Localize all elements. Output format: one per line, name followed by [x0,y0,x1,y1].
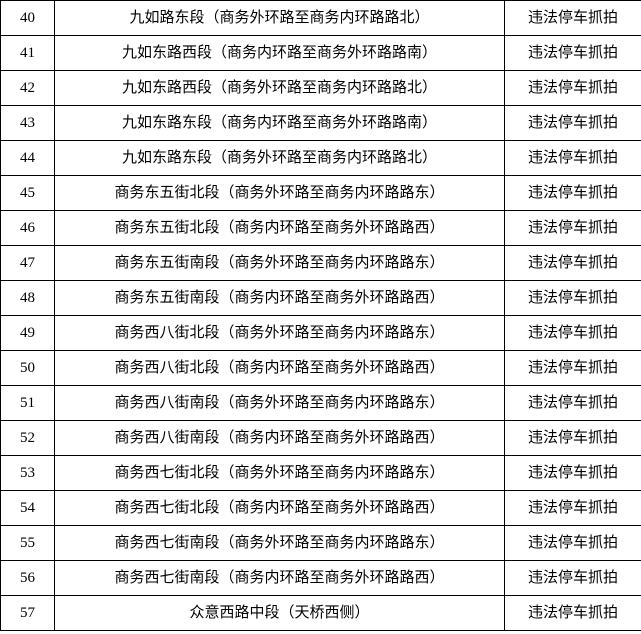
table-row: 41九如东路西段（商务内环路至商务外环路路南）违法停车抓拍 [1,36,641,71]
location-cell: 九如东路西段（商务外环路至商务内环路路北） [55,71,505,106]
row-number-cell: 56 [1,561,55,596]
row-number-cell: 48 [1,281,55,316]
table-row: 52商务西八街南段（商务内环路至商务外环路路西）违法停车抓拍 [1,421,641,456]
location-cell: 九如东路西段（商务内环路至商务外环路路南） [55,36,505,71]
table-row: 47商务东五街南段（商务外环路至商务内环路路东）违法停车抓拍 [1,246,641,281]
row-number-cell: 43 [1,106,55,141]
type-cell: 违法停车抓拍 [505,491,641,526]
location-cell: 商务西七街北段（商务内环路至商务外环路路西） [55,491,505,526]
table-row: 46商务东五街北段（商务内环路至商务外环路路西）违法停车抓拍 [1,211,641,246]
row-number-cell: 42 [1,71,55,106]
table-row: 49商务西八街北段（商务外环路至商务内环路路东）违法停车抓拍 [1,316,641,351]
row-number-cell: 47 [1,246,55,281]
table-row: 43九如东路东段（商务内环路至商务外环路路南）违法停车抓拍 [1,106,641,141]
location-cell: 商务西八街北段（商务内环路至商务外环路路西） [55,351,505,386]
row-number-cell: 41 [1,36,55,71]
location-cell: 商务西七街北段（商务外环路至商务内环路路东） [55,456,505,491]
location-cell: 商务西八街南段（商务内环路至商务外环路路西） [55,421,505,456]
type-cell: 违法停车抓拍 [505,211,641,246]
table-row: 57众意西路中段（天桥西侧）违法停车抓拍 [1,596,641,631]
table-row: 42九如东路西段（商务外环路至商务内环路路北）违法停车抓拍 [1,71,641,106]
type-cell: 违法停车抓拍 [505,316,641,351]
table-row: 51商务西八街南段（商务外环路至商务内环路路东）违法停车抓拍 [1,386,641,421]
row-number-cell: 40 [1,1,55,36]
table-row: 56商务西七街南段（商务内环路至商务外环路路西）违法停车抓拍 [1,561,641,596]
row-number-cell: 46 [1,211,55,246]
location-cell: 众意西路中段（天桥西侧） [55,596,505,631]
type-cell: 违法停车抓拍 [505,596,641,631]
type-cell: 违法停车抓拍 [505,141,641,176]
table-row: 44九如东路东段（商务外环路至商务内环路路北）违法停车抓拍 [1,141,641,176]
row-number-cell: 50 [1,351,55,386]
type-cell: 违法停车抓拍 [505,176,641,211]
row-number-cell: 57 [1,596,55,631]
row-number-cell: 52 [1,421,55,456]
table-row: 54商务西七街北段（商务内环路至商务外环路路西）违法停车抓拍 [1,491,641,526]
location-cell: 商务东五街南段（商务外环路至商务内环路路东） [55,246,505,281]
table-row: 53商务西七街北段（商务外环路至商务内环路路东）违法停车抓拍 [1,456,641,491]
type-cell: 违法停车抓拍 [505,281,641,316]
table-row: 40九如路东段（商务外环路至商务内环路路北）违法停车抓拍 [1,1,641,36]
table-row: 50商务西八街北段（商务内环路至商务外环路路西）违法停车抓拍 [1,351,641,386]
type-cell: 违法停车抓拍 [505,526,641,561]
row-number-cell: 45 [1,176,55,211]
table-row: 45商务东五街北段（商务外环路至商务内环路路东）违法停车抓拍 [1,176,641,211]
type-cell: 违法停车抓拍 [505,561,641,596]
type-cell: 违法停车抓拍 [505,246,641,281]
location-cell: 九如路东段（商务外环路至商务内环路路北） [55,1,505,36]
type-cell: 违法停车抓拍 [505,1,641,36]
type-cell: 违法停车抓拍 [505,421,641,456]
location-cell: 九如东路东段（商务外环路至商务内环路路北） [55,141,505,176]
row-number-cell: 51 [1,386,55,421]
location-cell: 商务西七街南段（商务内环路至商务外环路路西） [55,561,505,596]
location-cell: 商务东五街北段（商务外环路至商务内环路路东） [55,176,505,211]
row-number-cell: 44 [1,141,55,176]
location-cell: 商务西八街南段（商务外环路至商务内环路路东） [55,386,505,421]
table-row: 48商务东五街南段（商务内环路至商务外环路路西）违法停车抓拍 [1,281,641,316]
violation-locations-table: 40九如路东段（商务外环路至商务内环路路北）违法停车抓拍41九如东路西段（商务内… [0,0,641,631]
row-number-cell: 55 [1,526,55,561]
row-number-cell: 54 [1,491,55,526]
location-cell: 商务西八街北段（商务外环路至商务内环路路东） [55,316,505,351]
type-cell: 违法停车抓拍 [505,351,641,386]
location-cell: 九如东路东段（商务内环路至商务外环路路南） [55,106,505,141]
row-number-cell: 49 [1,316,55,351]
type-cell: 违法停车抓拍 [505,386,641,421]
type-cell: 违法停车抓拍 [505,456,641,491]
location-cell: 商务西七街南段（商务外环路至商务内环路路东） [55,526,505,561]
type-cell: 违法停车抓拍 [505,71,641,106]
data-table: 40九如路东段（商务外环路至商务内环路路北）违法停车抓拍41九如东路西段（商务内… [0,0,641,631]
type-cell: 违法停车抓拍 [505,106,641,141]
row-number-cell: 53 [1,456,55,491]
location-cell: 商务东五街南段（商务内环路至商务外环路路西） [55,281,505,316]
location-cell: 商务东五街北段（商务内环路至商务外环路路西） [55,211,505,246]
table-row: 55商务西七街南段（商务外环路至商务内环路路东）违法停车抓拍 [1,526,641,561]
type-cell: 违法停车抓拍 [505,36,641,71]
